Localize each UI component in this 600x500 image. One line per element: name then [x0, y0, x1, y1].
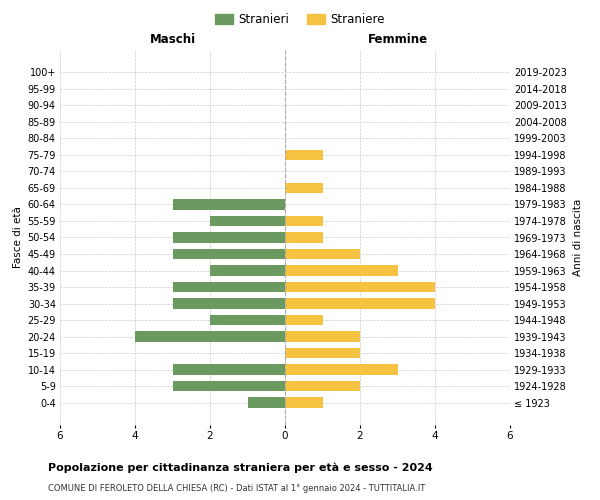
Bar	[285, 182, 323, 194]
Y-axis label: Anni di nascita: Anni di nascita	[572, 199, 583, 276]
Bar	[285, 265, 398, 276]
Text: Femmine: Femmine	[367, 33, 428, 46]
Bar	[173, 380, 285, 392]
Bar	[285, 314, 323, 326]
Bar	[173, 298, 285, 309]
Bar	[210, 265, 285, 276]
Bar	[285, 282, 435, 292]
Bar	[285, 397, 323, 408]
Bar	[285, 150, 323, 160]
Bar	[135, 331, 285, 342]
Bar	[248, 397, 285, 408]
Bar	[285, 298, 435, 309]
Bar	[285, 348, 360, 358]
Bar	[210, 314, 285, 326]
Bar	[285, 232, 323, 243]
Bar	[173, 199, 285, 210]
Bar	[285, 331, 360, 342]
Y-axis label: Fasce di età: Fasce di età	[13, 206, 23, 268]
Bar	[173, 248, 285, 260]
Bar	[210, 216, 285, 226]
Bar	[173, 282, 285, 292]
Text: COMUNE DI FEROLETO DELLA CHIESA (RC) - Dati ISTAT al 1° gennaio 2024 - TUTTITALI: COMUNE DI FEROLETO DELLA CHIESA (RC) - D…	[48, 484, 425, 493]
Text: Maschi: Maschi	[149, 33, 196, 46]
Legend: Stranieri, Straniere: Stranieri, Straniere	[210, 8, 390, 31]
Bar	[285, 248, 360, 260]
Bar	[285, 216, 323, 226]
Bar	[173, 364, 285, 375]
Text: Popolazione per cittadinanza straniera per età e sesso - 2024: Popolazione per cittadinanza straniera p…	[48, 462, 433, 473]
Bar	[285, 380, 360, 392]
Bar	[173, 232, 285, 243]
Bar	[285, 364, 398, 375]
